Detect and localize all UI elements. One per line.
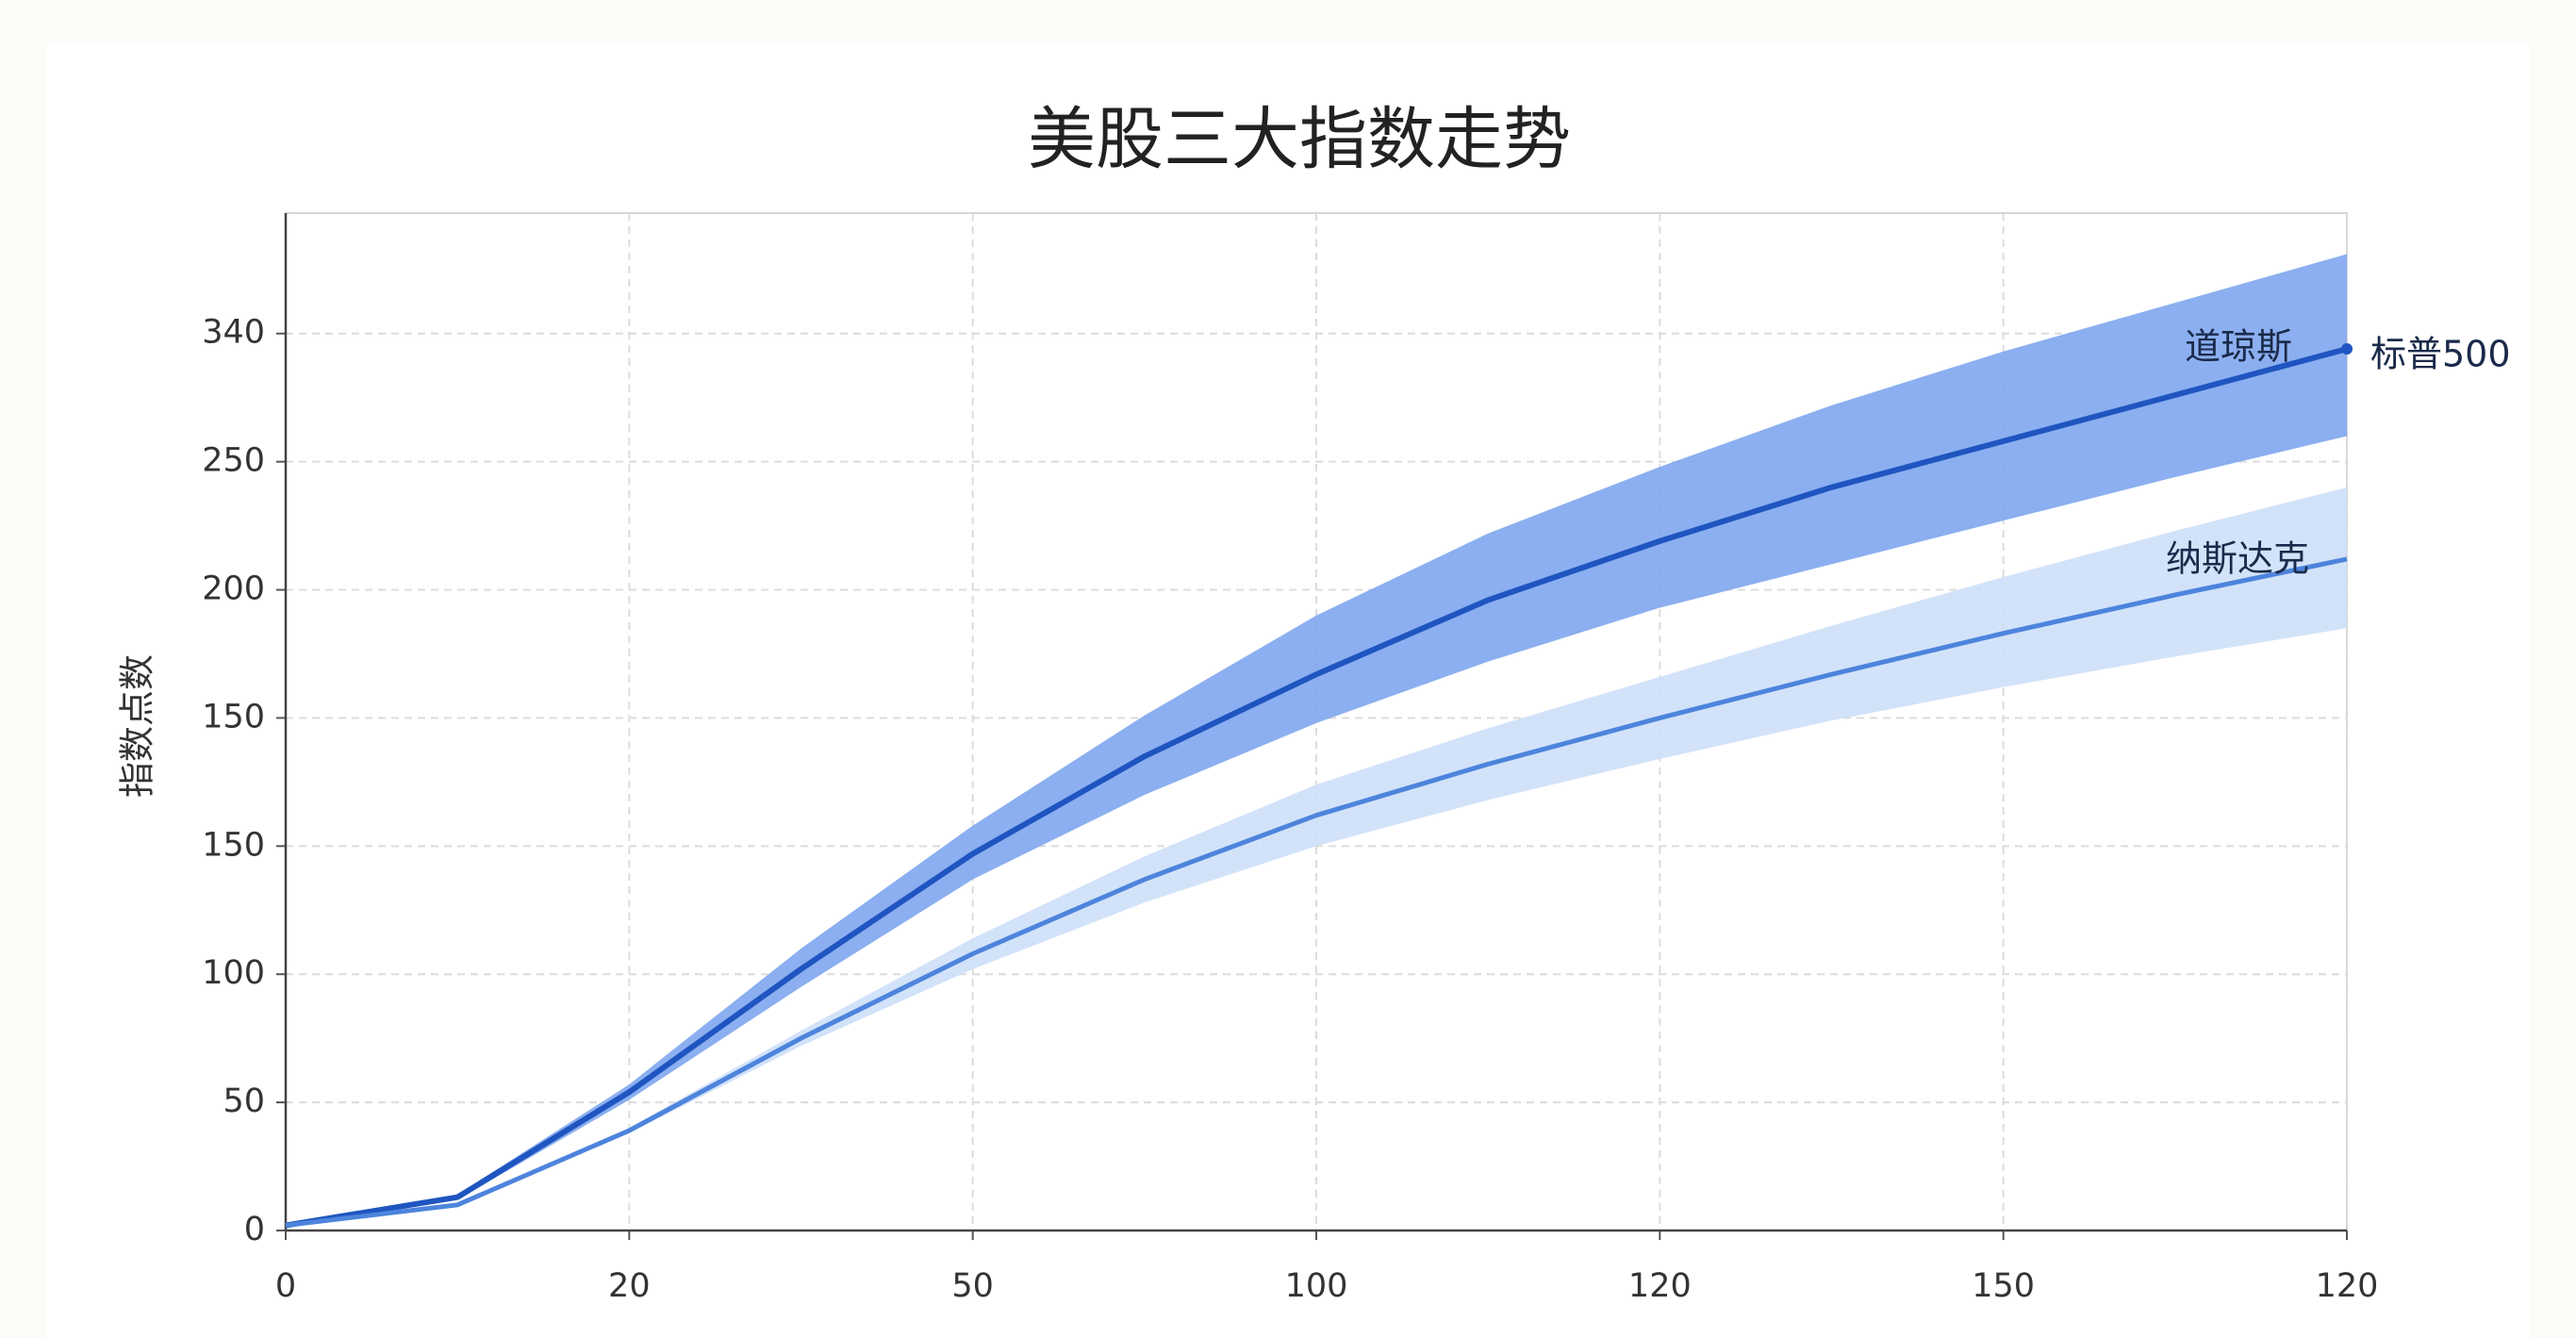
x-tick-label: 120 bbox=[1628, 1267, 1692, 1305]
x-tick-label: 0 bbox=[275, 1267, 296, 1305]
end-point bbox=[2341, 343, 2353, 355]
y-axis-label: 指数点数 bbox=[117, 654, 158, 798]
series-label: 纳斯达克 bbox=[2166, 537, 2309, 579]
x-tick-label: 100 bbox=[1285, 1267, 1348, 1305]
y-tick-label: 340 bbox=[202, 314, 265, 352]
y-tick-label: 150 bbox=[202, 698, 265, 735]
series-label: 标普500 bbox=[2370, 334, 2511, 375]
annotation: 道琼斯 bbox=[2185, 326, 2292, 368]
y-tick-label: 250 bbox=[202, 442, 265, 480]
line bbox=[285, 556, 2348, 1229]
y-tick-label: 100 bbox=[202, 954, 265, 992]
chart-title: 美股三大指数走势 bbox=[1028, 100, 1571, 179]
y-tick-label: 0 bbox=[244, 1211, 265, 1248]
x-tick-label: 20 bbox=[608, 1267, 651, 1305]
x-tick-label: 120 bbox=[2316, 1267, 2379, 1305]
x-tick-label: 50 bbox=[951, 1267, 994, 1305]
confidence-band bbox=[286, 254, 2347, 1226]
x-tick-label: 150 bbox=[1972, 1267, 2035, 1305]
y-tick-label: 50 bbox=[223, 1082, 265, 1120]
line bbox=[285, 346, 2348, 1229]
y-tick-label: 150 bbox=[202, 826, 265, 864]
y-tick-label: 200 bbox=[202, 570, 265, 608]
